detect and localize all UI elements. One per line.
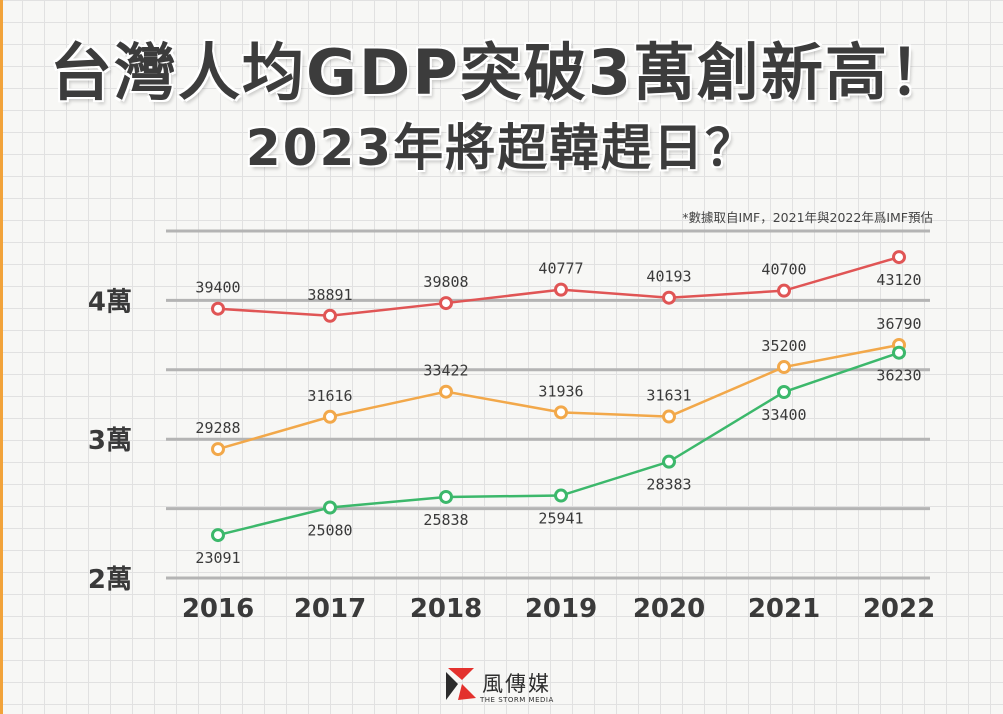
data-label: 25941 <box>538 510 583 528</box>
data-point <box>779 362 790 373</box>
data-point <box>779 387 790 398</box>
x-tick-label: 2019 <box>525 594 597 624</box>
data-label: 31936 <box>538 382 583 400</box>
data-label: 33400 <box>761 406 806 424</box>
data-label: 23091 <box>195 549 240 567</box>
y-tick-label: 2萬 <box>88 565 132 595</box>
data-label: 31616 <box>307 387 352 405</box>
data-label: 33422 <box>423 362 468 380</box>
data-point <box>441 491 452 502</box>
y-tick-label: 3萬 <box>88 426 132 456</box>
data-label: 40193 <box>646 268 691 286</box>
data-label: 31631 <box>646 387 691 405</box>
data-label: 25080 <box>307 521 352 539</box>
data-point <box>213 444 224 455</box>
data-label: 39808 <box>423 273 468 291</box>
data-point <box>894 347 905 358</box>
x-tick-label: 2016 <box>182 594 254 624</box>
data-point <box>325 502 336 513</box>
data-point <box>325 411 336 422</box>
brand-name: 風傳媒 <box>482 668 551 698</box>
data-label: 36230 <box>876 367 921 385</box>
x-tick-label: 2021 <box>748 594 820 624</box>
data-point <box>213 530 224 541</box>
data-label: 25838 <box>423 511 468 529</box>
data-label: 43120 <box>876 271 921 289</box>
brand-subtitle: THE STORM MEDIA <box>480 696 554 704</box>
data-point <box>441 386 452 397</box>
data-label: 28383 <box>646 476 691 494</box>
data-point <box>556 284 567 295</box>
data-point <box>441 298 452 309</box>
data-point <box>556 407 567 418</box>
data-label: 29288 <box>195 419 240 437</box>
data-point <box>779 285 790 296</box>
data-label: 38891 <box>307 286 352 304</box>
storm-media-logo-icon <box>444 666 478 702</box>
x-tick-label: 2022 <box>863 594 935 624</box>
data-label: 39400 <box>195 279 240 297</box>
brand-logo-block: 風傳媒 THE STORM MEDIA <box>444 666 574 710</box>
data-point <box>894 252 905 263</box>
data-label: 35200 <box>761 337 806 355</box>
data-point <box>664 456 675 467</box>
x-tick-label: 2017 <box>294 594 366 624</box>
data-label: 36790 <box>876 315 921 333</box>
data-point <box>213 303 224 314</box>
data-point <box>556 490 567 501</box>
x-tick-label: 2018 <box>410 594 482 624</box>
x-tick-label: 2020 <box>633 594 705 624</box>
y-tick-label: 4萬 <box>88 287 132 317</box>
data-label: 40700 <box>761 261 806 279</box>
data-point <box>325 310 336 321</box>
data-point <box>664 292 675 303</box>
data-label: 40777 <box>538 260 583 278</box>
data-point <box>664 411 675 422</box>
